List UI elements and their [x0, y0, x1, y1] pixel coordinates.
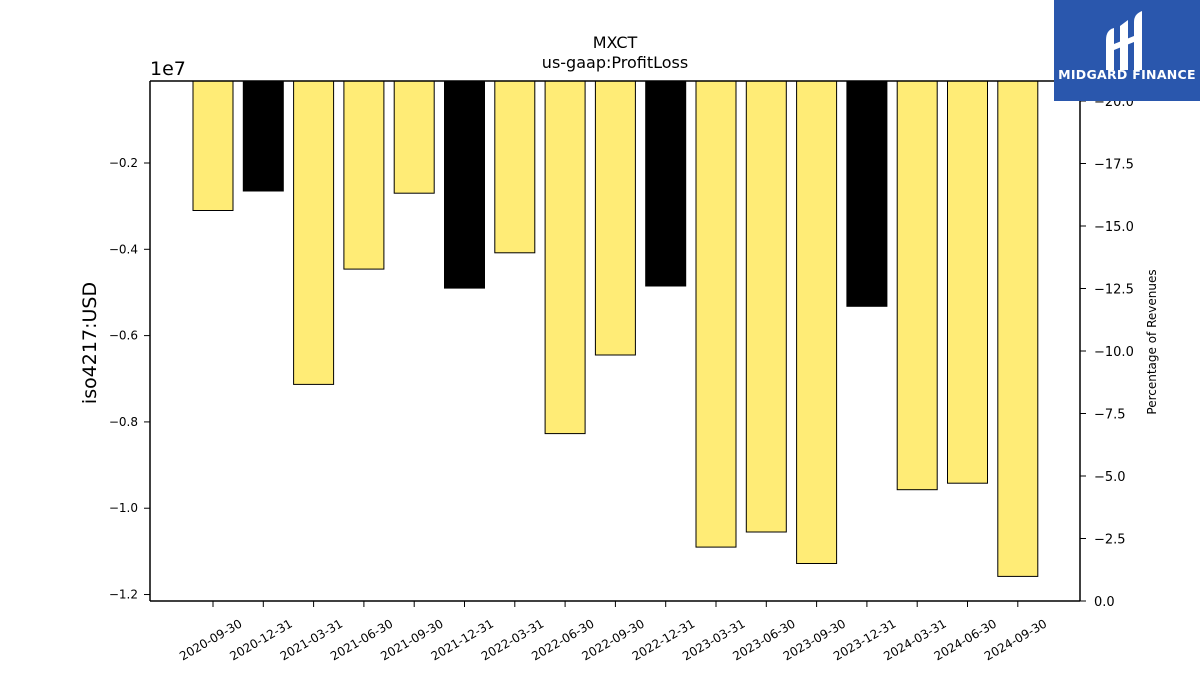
axes-lines: [149, 80, 1081, 602]
bar: [192, 80, 234, 211]
bar: [343, 80, 385, 270]
bar: [745, 80, 787, 533]
bar: [494, 80, 536, 254]
bar: [796, 80, 838, 564]
midgard-logo-icon: [1106, 11, 1142, 70]
bar: [695, 80, 737, 548]
bars-group: [192, 80, 1039, 577]
x-axis-ticks: 2020-09-302020-12-312021-03-312021-06-30…: [177, 601, 1049, 663]
bar: [846, 80, 888, 307]
y-axis-offset-label: 1e7: [150, 58, 186, 80]
y-axis-label: iso4217:USD: [79, 282, 101, 404]
y2-tick-label: −15.0: [1094, 220, 1134, 235]
y2-tick-label: −12.5: [1094, 283, 1134, 298]
bar: [997, 80, 1039, 577]
y-tick-label: −0.4: [109, 242, 138, 256]
y2-tick-label: −7.5: [1094, 408, 1126, 423]
logo-text: MIDGARD FINANCE: [1058, 67, 1196, 82]
bar: [896, 80, 938, 491]
chart-subtitle: us-gaap:ProfitLoss: [542, 53, 688, 72]
y2-tick-label: −10.0: [1094, 345, 1134, 360]
bar: [242, 80, 284, 192]
bar: [947, 80, 988, 484]
bar: [393, 80, 435, 194]
y2-tick-label: −5.0: [1094, 470, 1126, 485]
y-tick-label: −0.6: [109, 329, 138, 343]
bar: [645, 80, 687, 287]
bar: [594, 80, 636, 356]
y-tick-label: −0.2: [109, 156, 138, 170]
y2-tick-label: −2.5: [1094, 533, 1126, 548]
y2-axis-label: Percentage of Revenues: [1145, 269, 1159, 414]
left-axis-ticks: −0.2 −0.4 −0.6 −0.8 −1.0 −1.2: [109, 156, 150, 602]
bar: [544, 80, 586, 435]
bar: [444, 80, 485, 289]
midgard-finance-logo: MIDGARD FINANCE: [1054, 0, 1200, 101]
y2-tick-label: 0.0: [1094, 595, 1115, 610]
bar: [293, 80, 335, 385]
y-tick-label: −1.2: [109, 588, 138, 602]
y-tick-label: −1.0: [109, 501, 138, 515]
right-axis-ticks: 0.0−2.5−5.0−7.5−10.0−12.5−15.0−17.5−20.0: [1080, 95, 1134, 610]
y2-tick-label: −17.5: [1094, 158, 1134, 173]
chart-title: MXCT: [593, 33, 638, 52]
y-tick-label: −0.8: [109, 415, 138, 429]
